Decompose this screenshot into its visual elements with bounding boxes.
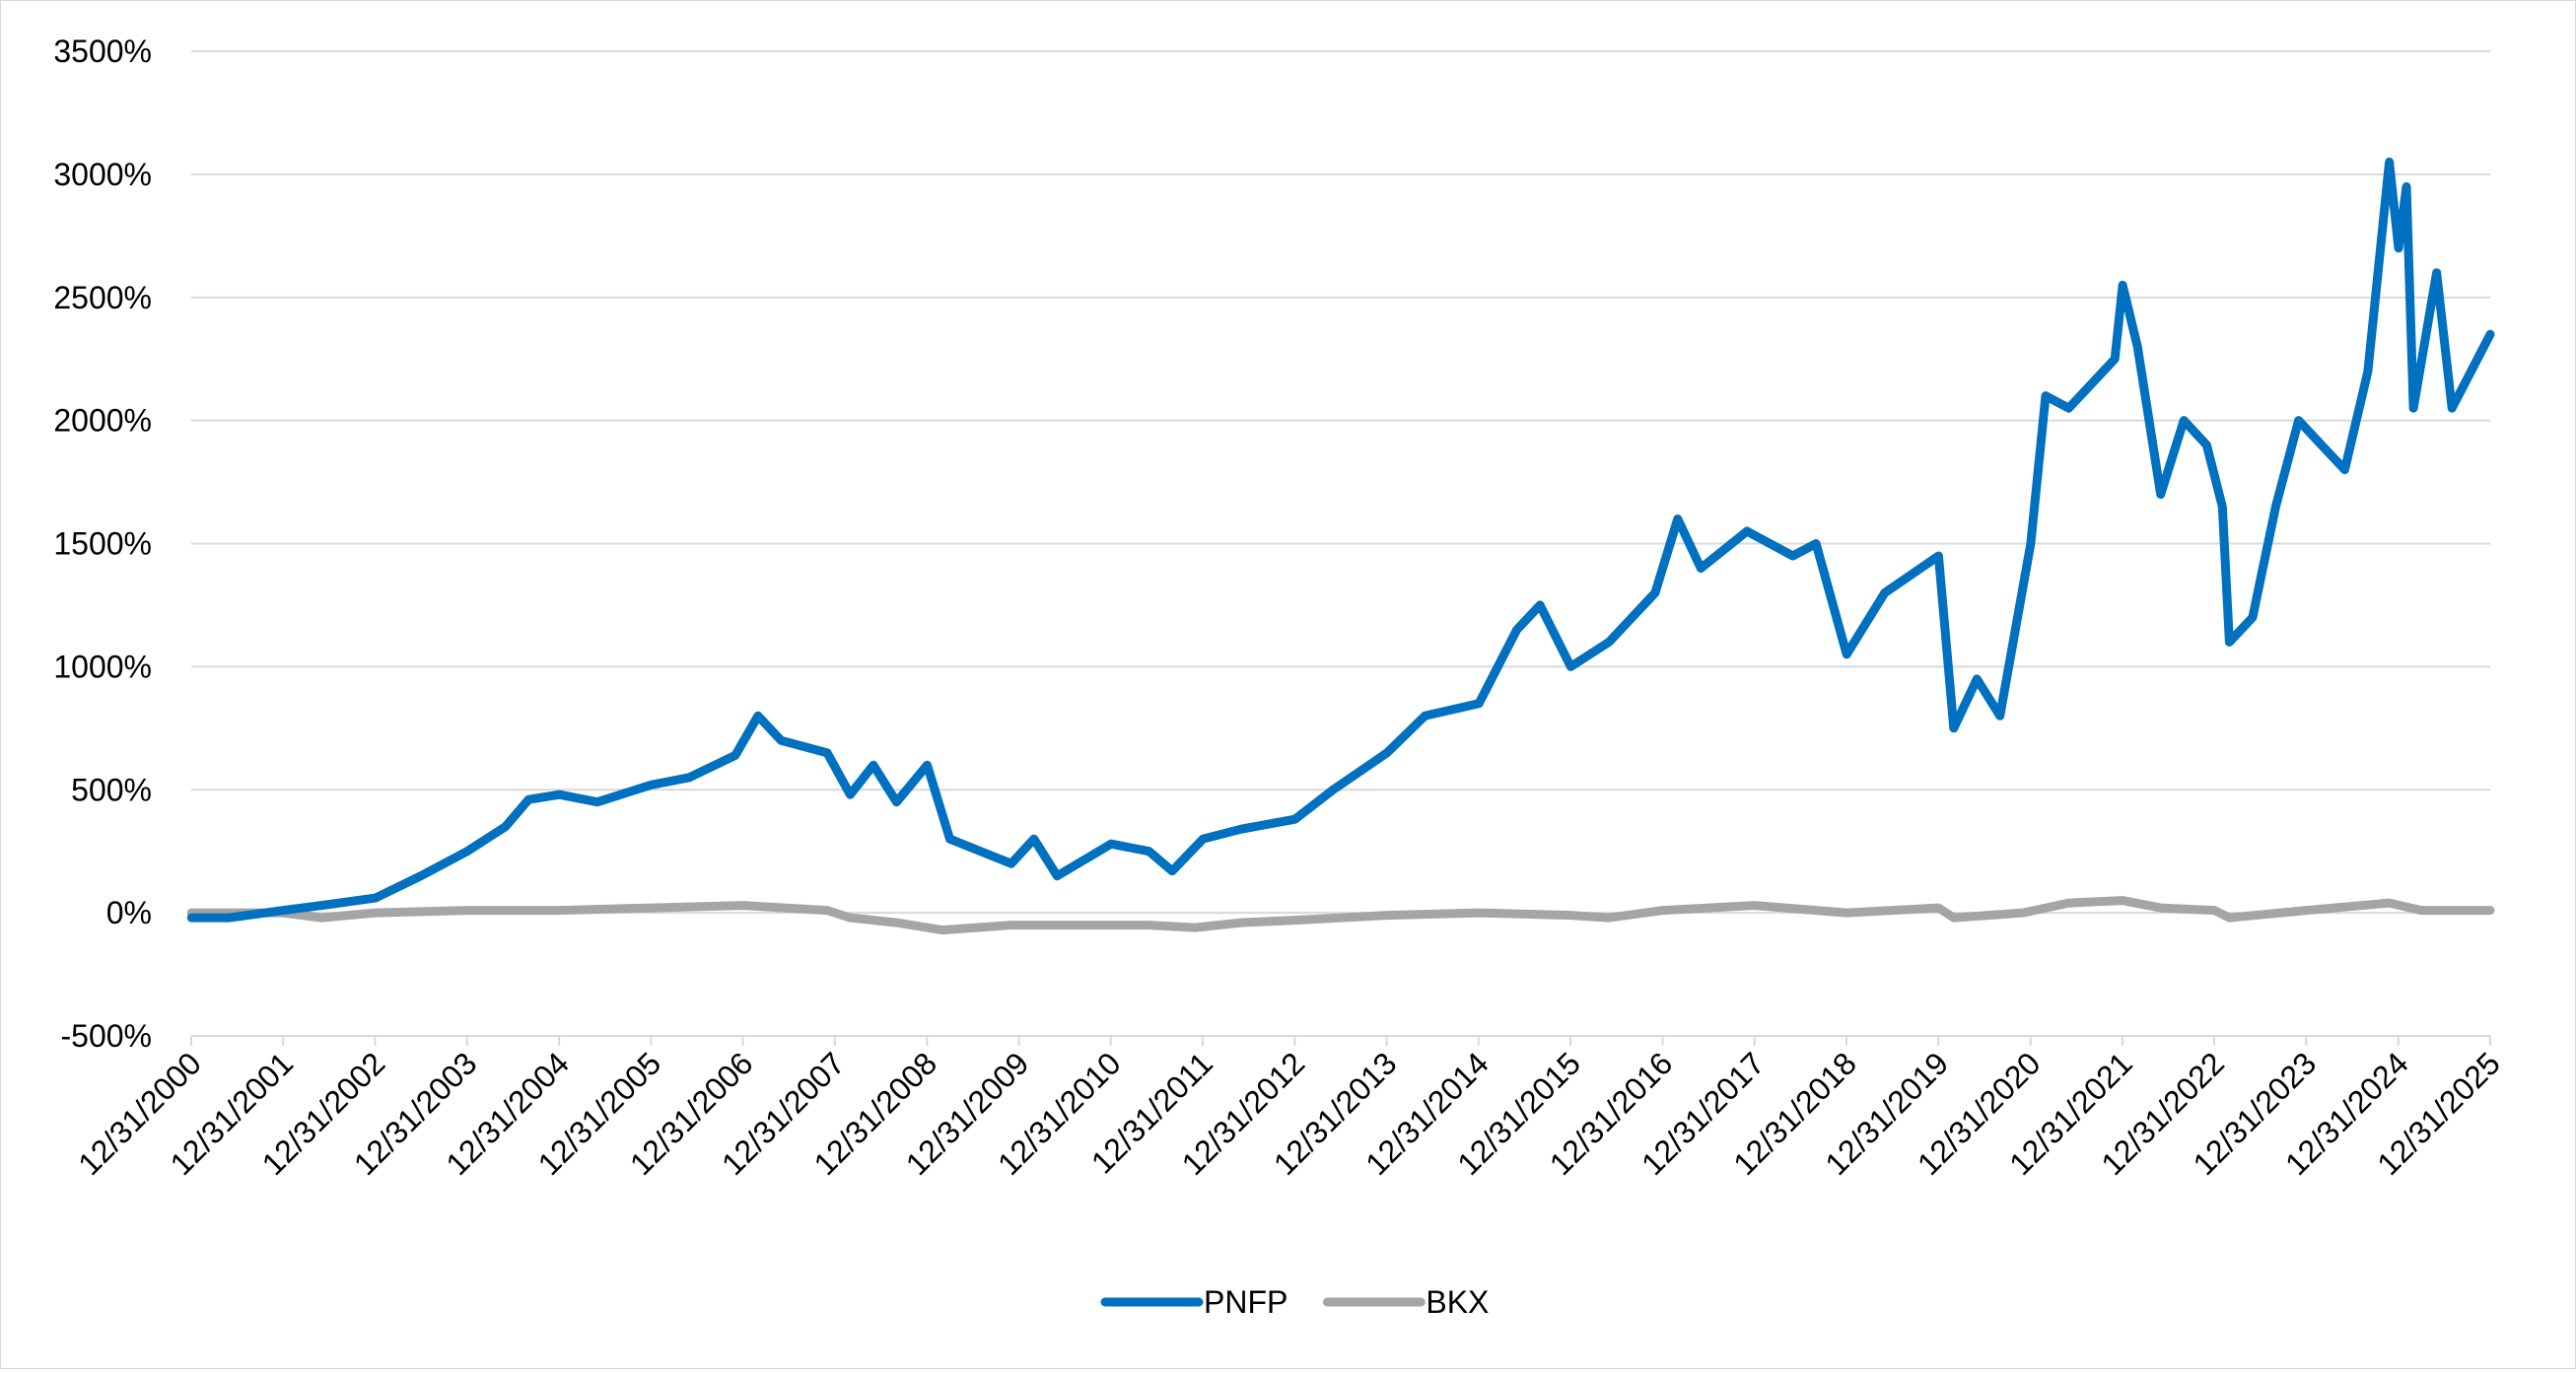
y-tick-label: 3000% [53, 157, 152, 192]
y-tick-label: 2000% [53, 403, 152, 439]
legend-label-pnfp: PNFP [1204, 1284, 1288, 1320]
legend: PNFP BKX [1100, 1284, 1489, 1320]
y-tick-label: 0% [106, 895, 152, 930]
series-line-pnfp [186, 157, 2495, 923]
series-line-bkx [186, 896, 2495, 935]
series-lines [186, 157, 2495, 935]
x-axis-tick-labels: 12/31/200012/31/200112/31/200212/31/2003… [71, 1045, 2507, 1182]
y-tick-label: -500% [61, 1018, 153, 1054]
x-axis [190, 1035, 2491, 1046]
y-axis-tick-labels: 3500% 3000% 2500% 2000% 1500% 1000% 500% 0% -500… [53, 34, 152, 1054]
y-tick-label: 1500% [53, 526, 152, 562]
legend-label-bkx: BKX [1426, 1284, 1489, 1320]
y-tick-label: 2500% [53, 280, 152, 315]
y-tick-label: 500% [71, 772, 152, 807]
gridlines [191, 50, 2490, 1037]
y-tick-label: 1000% [53, 649, 152, 684]
y-tick-label: 3500% [53, 34, 152, 69]
